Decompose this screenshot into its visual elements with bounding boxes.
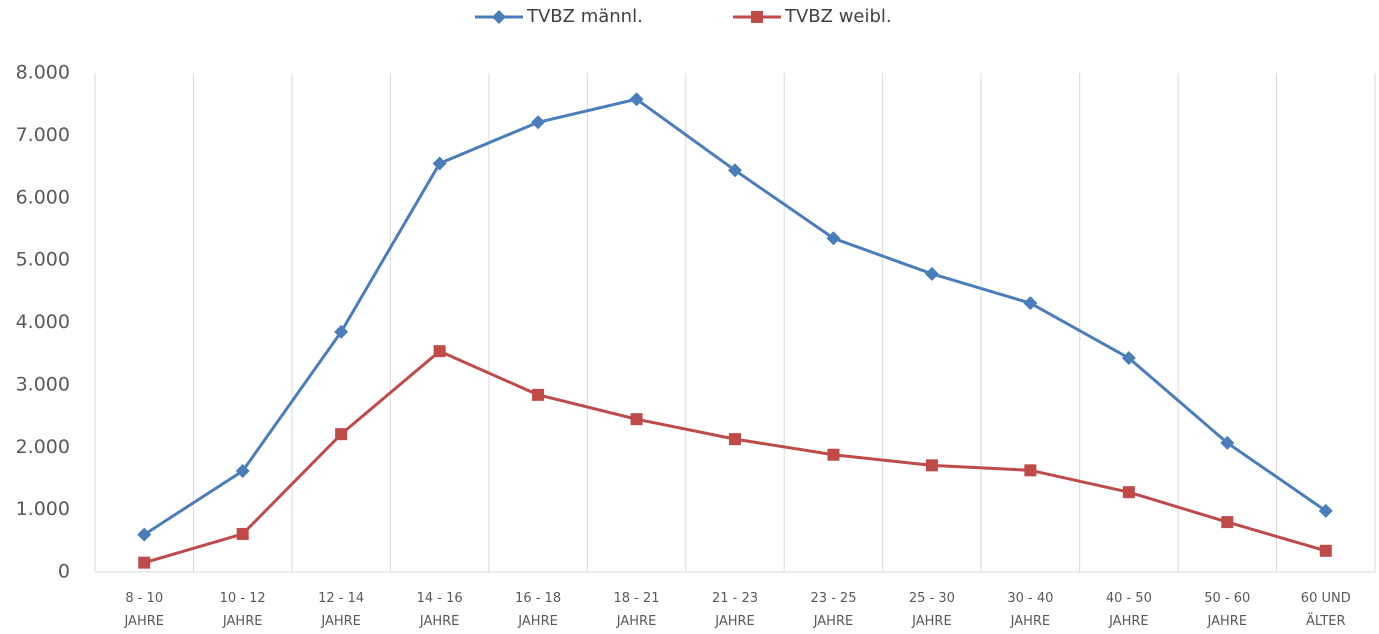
legend-label: TVBZ männl. bbox=[526, 6, 643, 27]
point bbox=[729, 433, 741, 446]
x-tick-label: 40 - 50 JAHRE bbox=[1106, 591, 1152, 629]
y-tick-label: 3.000 bbox=[16, 373, 70, 395]
point bbox=[137, 527, 152, 542]
point bbox=[236, 527, 249, 540]
x-tick-label: 23 - 25 JAHRE bbox=[810, 591, 856, 629]
y-tick-label: 4.000 bbox=[16, 311, 70, 333]
point bbox=[1024, 464, 1037, 477]
point bbox=[1122, 486, 1135, 499]
x-tick-label: 21 - 23 JAHRE bbox=[712, 591, 758, 629]
point bbox=[334, 324, 349, 339]
y-tick-label: 7.000 bbox=[16, 124, 70, 146]
y-tick-label: 1.000 bbox=[16, 498, 70, 520]
x-tick-label: 12 - 14 JAHRE bbox=[318, 591, 364, 629]
y-tick-label: 2.000 bbox=[16, 436, 70, 458]
point bbox=[1318, 503, 1333, 518]
point bbox=[925, 459, 938, 472]
point bbox=[138, 556, 151, 569]
x-tick-label: 30 - 40 JAHRE bbox=[1007, 591, 1053, 629]
point bbox=[1319, 544, 1332, 557]
point bbox=[826, 231, 841, 246]
point bbox=[924, 266, 939, 281]
x-tick-label: 8 - 10 JAHRE bbox=[123, 591, 164, 629]
y-tick-label: 8.000 bbox=[16, 62, 70, 84]
point bbox=[728, 163, 742, 178]
legend-label: TVBZ weibl. bbox=[784, 6, 892, 27]
point bbox=[629, 92, 644, 107]
point bbox=[1023, 296, 1038, 311]
point bbox=[1220, 435, 1235, 450]
point bbox=[532, 388, 545, 401]
point bbox=[827, 448, 840, 461]
x-tick-label: 60 UND ÄLTER bbox=[1301, 591, 1351, 629]
point bbox=[432, 156, 447, 171]
point bbox=[433, 345, 446, 358]
x-tick-label: 25 - 30 JAHRE bbox=[909, 591, 955, 629]
x-tick-label: 14 - 16 JAHRE bbox=[417, 591, 463, 629]
point bbox=[335, 428, 348, 441]
y-tick-label: 5.000 bbox=[16, 249, 70, 271]
point bbox=[1121, 351, 1136, 366]
series-line bbox=[143, 349, 1327, 565]
point bbox=[630, 413, 643, 426]
x-tick-label: 18 - 21 JAHRE bbox=[614, 591, 660, 629]
legend-marker bbox=[751, 11, 763, 23]
y-tick-label: 6.000 bbox=[16, 186, 70, 208]
legend-marker bbox=[492, 10, 506, 24]
x-tick-label: 10 - 12 JAHRE bbox=[220, 591, 266, 629]
point bbox=[531, 115, 546, 130]
point bbox=[235, 463, 250, 478]
x-tick-label: 50 - 60 JAHRE bbox=[1204, 591, 1250, 629]
x-tick-label: 16 - 18 JAHRE bbox=[515, 591, 561, 629]
y-tick-label: 0 bbox=[58, 561, 70, 583]
point bbox=[1221, 516, 1234, 529]
